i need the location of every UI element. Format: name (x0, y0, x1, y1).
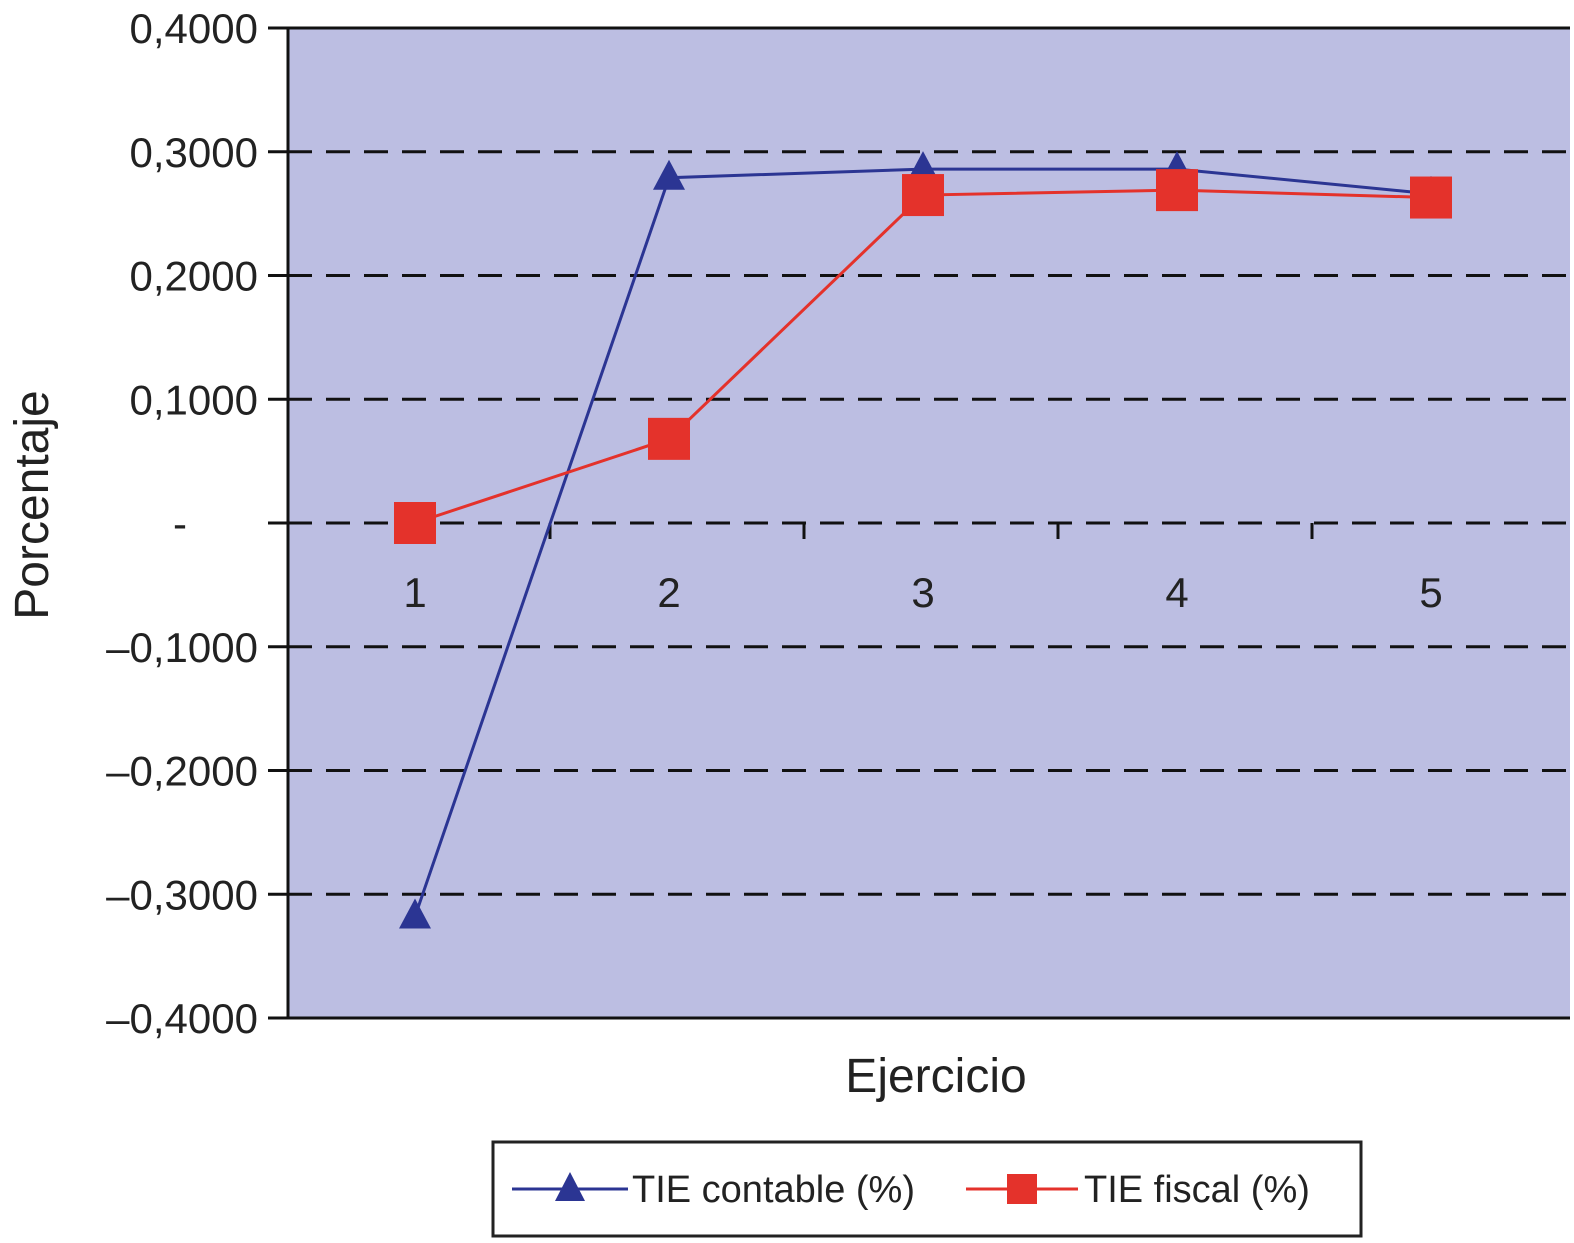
series (394, 151, 1452, 929)
legend-label-contable: TIE contable (%) (632, 1169, 915, 1211)
data-point-square (902, 174, 944, 217)
y-tick-labels: 0,4000 0,3000 0,2000 0,1000 - –0,1000 –0,2000 –… (106, 5, 258, 1042)
legend-box (491, 1140, 1363, 1238)
data-point-triangle (653, 159, 685, 190)
y-tick-label: –0,1000 (106, 624, 258, 671)
data-point-square (1410, 176, 1452, 219)
data-point-triangle (399, 898, 431, 929)
x-tick-label: 5 (1419, 569, 1442, 616)
legend-triangle-icon (555, 1172, 585, 1201)
legend: TIE contable (%) TIE fiscal (%) (491, 1140, 1363, 1238)
x-tick-label: 3 (911, 569, 934, 616)
series-2 (394, 169, 1452, 544)
x-tick-label: 4 (1165, 569, 1188, 616)
y-axis-title: Porcentaje (6, 390, 59, 619)
y-tick-label: 0,3000 (130, 129, 258, 176)
y-tick-label: –0,4000 (106, 995, 258, 1042)
y-tick-label: 0,2000 (130, 253, 258, 300)
x-tick-labels: 1 2 3 4 5 (403, 569, 1442, 616)
y-tick-label: –0,2000 (106, 748, 258, 795)
axes (268, 26, 1570, 1020)
y-tick-label: –0,3000 (106, 871, 258, 918)
y-tick-label: 0,4000 (130, 5, 258, 52)
legend-label-fiscal: TIE fiscal (%) (1084, 1169, 1310, 1211)
x-axis-title: Ejercicio (845, 1050, 1026, 1103)
x-tick-label: 2 (657, 569, 680, 616)
y-tick-label: - (173, 500, 187, 547)
legend-square-icon (1007, 1174, 1037, 1204)
data-point-square (1156, 169, 1198, 212)
data-point-square (394, 502, 436, 544)
data-point-triangle (907, 151, 939, 182)
y-tick-label: 0,1000 (130, 376, 258, 423)
x-tick-label: 1 (403, 569, 426, 616)
data-point-square (648, 417, 690, 460)
